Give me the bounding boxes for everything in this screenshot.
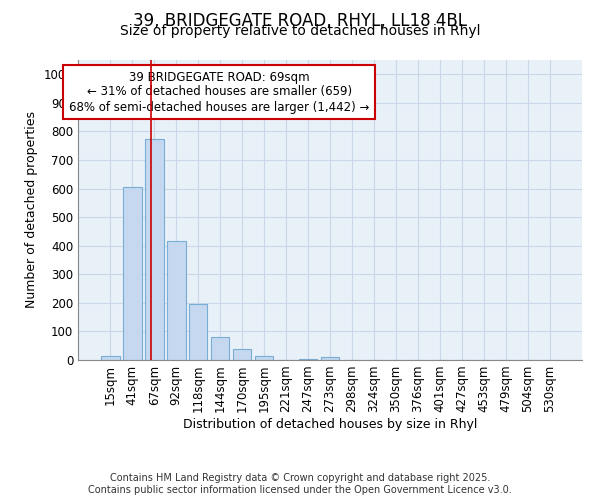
Bar (167, 242, 185, 360)
Bar (233, 348, 251, 360)
Bar (320, 357, 340, 360)
Y-axis label: Number of detached properties: Number of detached properties (25, 112, 38, 308)
Text: Contains HM Land Registry data © Crown copyright and database right 2025.
Contai: Contains HM Land Registry data © Crown c… (88, 474, 512, 495)
Text: Size of property relative to detached houses in Rhyl: Size of property relative to detached ho… (120, 24, 480, 38)
Bar (189, 304, 208, 360)
Bar (211, 337, 229, 360)
Text: 39, BRIDGEGATE ROAD, RHYL, LL18 4BL: 39, BRIDGEGATE ROAD, RHYL, LL18 4BL (133, 12, 467, 30)
Bar (299, 358, 317, 360)
Bar (145, 138, 164, 360)
Bar (255, 356, 274, 360)
Bar (101, 356, 119, 360)
X-axis label: Distribution of detached houses by size in Rhyl: Distribution of detached houses by size … (183, 418, 477, 431)
Bar (123, 187, 142, 360)
Text: 39 BRIDGEGATE ROAD: 69sqm
← 31% of detached houses are smaller (659)
68% of semi: 39 BRIDGEGATE ROAD: 69sqm ← 31% of detac… (69, 70, 370, 114)
